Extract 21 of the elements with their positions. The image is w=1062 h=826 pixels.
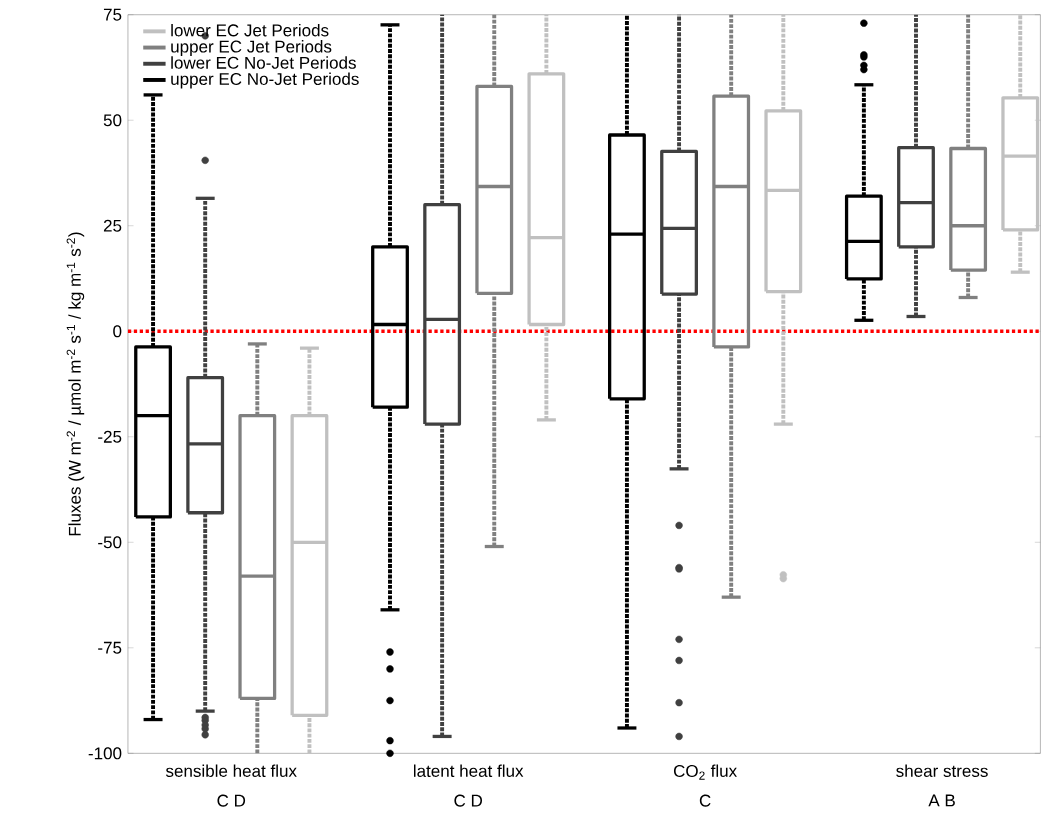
y-tick-label: -100 bbox=[88, 747, 122, 760]
x-tick-label: sensible heat flux bbox=[165, 764, 297, 777]
text: Fluxes (W m$^{-2}$ / µmol m$^{-2}$ s$^{-1}$ / kg m$^{-1}$ s$^{-2}$) bbox=[66, 232, 85, 536]
legend-label: lower EC No-Jet Periods bbox=[171, 56, 356, 69]
x-tick-label: CO$_{2}$ flux bbox=[673, 764, 737, 780]
text: C D bbox=[217, 794, 246, 807]
y-tick-label: -25 bbox=[98, 430, 122, 443]
x-tick-label: shear stress bbox=[896, 764, 988, 777]
y-tick-label: 75 bbox=[103, 8, 122, 21]
legend-label: upper EC Jet Periods bbox=[171, 40, 332, 56]
legend-label: upper EC No-Jet Periods bbox=[171, 72, 359, 89]
legend-label: lower EC Jet Periods bbox=[171, 23, 329, 37]
x-tick-label: latent heat flux bbox=[413, 764, 524, 777]
y-tick-label: 50 bbox=[103, 114, 122, 127]
y-tick-label: 0 bbox=[113, 325, 122, 338]
text: C bbox=[699, 794, 711, 807]
y-tick-label: 25 bbox=[103, 219, 122, 232]
text: C D bbox=[454, 794, 483, 807]
y-tick-label: -50 bbox=[98, 536, 122, 549]
text: A B bbox=[928, 794, 955, 807]
y-tick-label: -75 bbox=[98, 641, 122, 654]
